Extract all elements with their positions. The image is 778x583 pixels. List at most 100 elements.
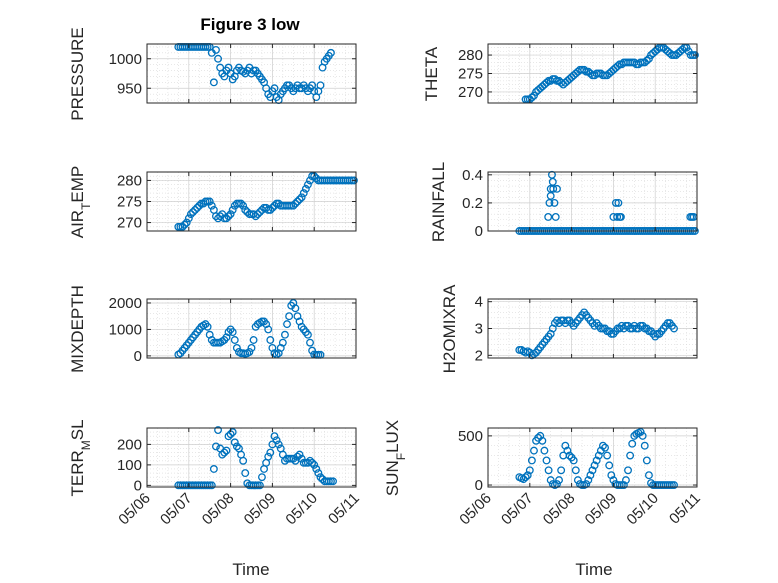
terr_msl-xtick-label: 05/06 bbox=[115, 490, 154, 529]
pressure-point bbox=[326, 48, 335, 57]
terr_msl-point bbox=[258, 473, 266, 482]
air_temp-point bbox=[193, 203, 202, 212]
air_temp-point bbox=[180, 220, 189, 229]
air_temp-ytick-label: 275 bbox=[117, 194, 142, 211]
terr_msl-point bbox=[255, 481, 264, 490]
mixdepth-point bbox=[285, 312, 294, 321]
terr_msl-point bbox=[314, 469, 323, 478]
theta-series bbox=[521, 43, 699, 104]
sun_flux-point bbox=[565, 451, 574, 460]
xlabel-right: Time bbox=[575, 560, 612, 579]
air_temp-point bbox=[241, 205, 250, 214]
theta-ytick-label: 275 bbox=[458, 66, 483, 83]
air_temp-ytick-label: 280 bbox=[117, 172, 142, 189]
sun_flux-point bbox=[523, 471, 532, 480]
theta-point bbox=[542, 78, 551, 87]
terr_msl-point bbox=[329, 477, 337, 486]
sun_flux-point bbox=[601, 443, 609, 452]
air_temp-point bbox=[224, 212, 233, 221]
sun_flux-xtick-label: 05/11 bbox=[666, 490, 704, 528]
air_temp-point bbox=[253, 210, 262, 219]
air_temp-point bbox=[178, 222, 187, 231]
sun_flux-xtick-label: 05/06 bbox=[456, 490, 495, 529]
mixdepth-point bbox=[230, 336, 239, 344]
air_temp-point bbox=[239, 201, 248, 210]
sun_flux-point bbox=[590, 461, 599, 470]
rainfall-point bbox=[551, 213, 560, 221]
ylabel-rainfall: RAINFALL bbox=[429, 162, 448, 242]
terr_msl-ytick-label: 200 bbox=[117, 436, 142, 453]
rainfall-point bbox=[611, 198, 620, 207]
terr_msl-ytick-label: 0 bbox=[134, 477, 142, 494]
terr_msl-xtick-label: 05/10 bbox=[282, 490, 321, 529]
terr_msl-point bbox=[228, 428, 237, 437]
subplot-rainfall: RAINFALL 0 0.2 0.4 bbox=[429, 162, 699, 242]
pressure-point bbox=[239, 67, 248, 76]
sun_flux-point bbox=[644, 471, 653, 480]
mixdepth-point bbox=[278, 338, 287, 347]
pressure-point bbox=[212, 45, 220, 54]
terr_msl-point bbox=[230, 438, 239, 447]
air_temp-point bbox=[293, 197, 302, 206]
terr_msl-point bbox=[214, 426, 223, 434]
sun_flux-ytick-label: 500 bbox=[458, 428, 483, 445]
pressure-ytick-label: 950 bbox=[117, 80, 142, 97]
sun_flux-ytick-label: 0 bbox=[475, 477, 483, 494]
rainfall-point bbox=[615, 213, 624, 221]
sun_flux-point bbox=[603, 451, 612, 460]
pressure-point bbox=[214, 54, 223, 63]
mixdepth-point bbox=[308, 346, 317, 355]
sun_flux-point bbox=[638, 431, 647, 440]
pressure-axes-box bbox=[146, 43, 357, 104]
theta-point bbox=[690, 51, 699, 60]
terr_msl-axes-box bbox=[146, 427, 357, 488]
ylabel-sun-flux: SUNFLUX bbox=[383, 420, 408, 496]
ylabel-terr-msl: TERRMSL bbox=[68, 419, 93, 496]
terr_msl-point bbox=[224, 432, 233, 441]
air_temp-point bbox=[207, 201, 216, 210]
rainfall-axes-box bbox=[487, 171, 698, 232]
air_temp-point bbox=[226, 210, 235, 219]
sun_flux-xtick-label: 05/10 bbox=[623, 490, 662, 529]
rainfall-point bbox=[544, 213, 553, 221]
sun_flux-point bbox=[607, 471, 616, 480]
mixdepth-point bbox=[228, 328, 237, 337]
terr_msl-point bbox=[207, 481, 216, 490]
rainfall-plot-area bbox=[488, 172, 697, 231]
subplot-mixdepth: MIXDEPTH 0 1000 2000 bbox=[68, 285, 357, 373]
sun_flux-point bbox=[546, 476, 555, 485]
sun_flux-xtick-label: 05/07 bbox=[498, 490, 537, 529]
air_temp-point bbox=[299, 189, 308, 198]
terr_msl-point bbox=[218, 450, 227, 459]
sun_flux-point bbox=[538, 436, 547, 445]
terr_msl-point bbox=[239, 456, 248, 465]
air_temp-point bbox=[251, 212, 260, 221]
mixdepth-ytick-label: 1000 bbox=[109, 321, 142, 338]
sun_flux-point bbox=[628, 439, 637, 448]
mixdepth-ytick-label: 0 bbox=[134, 348, 142, 365]
air_temp-point bbox=[268, 203, 277, 212]
air_temp-series bbox=[174, 172, 358, 231]
air_temp-point bbox=[295, 195, 304, 204]
terr_msl-point bbox=[264, 452, 273, 461]
mixdepth-point bbox=[291, 304, 300, 313]
sun_flux-point bbox=[670, 481, 678, 489]
rainfall-point bbox=[550, 198, 559, 207]
sun_flux-point bbox=[586, 471, 595, 480]
ylabel-pressure: PRESSURE bbox=[68, 27, 87, 121]
theta-ytick-label: 270 bbox=[458, 84, 483, 101]
air_temp-point bbox=[222, 214, 231, 223]
h2omixra-ytick-label: 2 bbox=[475, 347, 483, 364]
terr_msl-xtick-label: 05/07 bbox=[157, 490, 196, 529]
mixdepth-point bbox=[245, 347, 254, 356]
air_temp-point bbox=[303, 180, 312, 189]
subplot-h2omixra: H2OMIXRA 2 3 4 bbox=[440, 284, 698, 373]
air_temp-point bbox=[184, 214, 193, 223]
mixdepth-series bbox=[174, 299, 325, 359]
sun_flux-point bbox=[519, 475, 528, 484]
air_temp-point bbox=[349, 176, 358, 185]
air_temp-point bbox=[237, 199, 245, 208]
air_temp-point bbox=[301, 184, 310, 193]
air_temp-point bbox=[228, 205, 237, 214]
pressure-point bbox=[270, 84, 279, 93]
